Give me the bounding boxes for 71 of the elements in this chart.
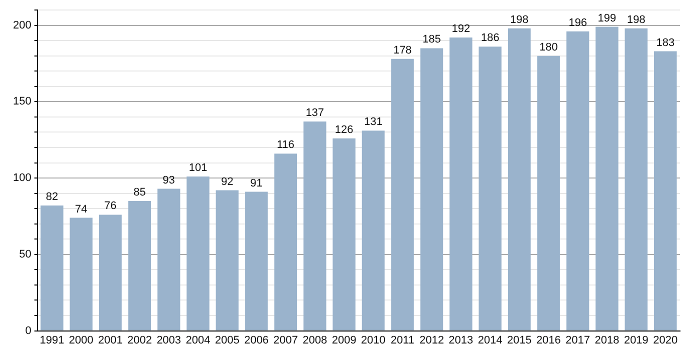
y-tick-label: 50 xyxy=(19,248,32,260)
data-label: 178 xyxy=(393,44,412,56)
bar xyxy=(566,31,590,330)
x-tick-label: 2006 xyxy=(244,334,269,346)
x-tick-label: 2017 xyxy=(566,334,590,346)
x-tick-label: 2014 xyxy=(478,334,502,346)
x-tick-label: 2019 xyxy=(624,334,648,346)
bar xyxy=(478,46,502,330)
bar xyxy=(216,190,239,330)
x-tick-label: 2018 xyxy=(594,334,620,346)
x-tick-label: 2013 xyxy=(448,334,474,346)
x-tick-label: 2007 xyxy=(273,334,298,346)
x-tick-label: 2011 xyxy=(390,334,414,346)
x-tick-label: 2015 xyxy=(507,334,532,346)
x-tick-label: 2003 xyxy=(156,334,182,346)
y-tick-label: 0 xyxy=(25,324,32,337)
x-tick-label: 2010 xyxy=(361,334,386,346)
data-label: 185 xyxy=(422,34,441,46)
data-label: 116 xyxy=(276,139,294,152)
data-label: 74 xyxy=(75,203,88,216)
bar xyxy=(98,214,122,330)
y-tick-label: 150 xyxy=(12,96,32,108)
bar xyxy=(654,51,677,330)
bar xyxy=(70,218,93,330)
bar xyxy=(128,200,151,330)
x-tick-label: 2004 xyxy=(186,334,210,346)
bar xyxy=(332,138,356,330)
x-tick-label: 2012 xyxy=(419,334,444,346)
x-tick-label: 2008 xyxy=(302,334,328,346)
data-label: 199 xyxy=(598,12,616,24)
bar xyxy=(274,154,298,330)
data-label: 180 xyxy=(539,41,558,54)
bar xyxy=(157,188,180,330)
data-label: 198 xyxy=(627,14,646,26)
bar xyxy=(508,28,531,330)
bar xyxy=(362,130,385,330)
x-tick-label: 2020 xyxy=(653,334,678,346)
x-tick-label: 2016 xyxy=(536,334,561,346)
x-tick-label: 2001 xyxy=(98,334,123,346)
data-label: 196 xyxy=(568,16,587,29)
data-label: 186 xyxy=(480,32,500,44)
bar xyxy=(303,122,326,330)
data-label: 198 xyxy=(510,14,529,26)
bar xyxy=(624,28,648,330)
x-tick-label: 2000 xyxy=(68,334,94,346)
bar xyxy=(420,48,444,330)
bar xyxy=(245,192,268,330)
x-tick-label: 1991 xyxy=(40,334,64,346)
data-label: 93 xyxy=(162,174,175,186)
x-tick-label: 2005 xyxy=(214,334,240,346)
data-label: 131 xyxy=(364,116,382,128)
data-label: 92 xyxy=(221,176,234,188)
y-tick-label: 200 xyxy=(12,19,32,32)
bar xyxy=(596,26,618,330)
data-label: 101 xyxy=(188,162,208,174)
data-label: 76 xyxy=(104,200,117,212)
bar xyxy=(537,56,560,330)
data-label: 126 xyxy=(334,124,354,136)
bar xyxy=(391,58,414,330)
data-label: 85 xyxy=(133,186,146,198)
bar xyxy=(40,206,64,330)
y-tick-label: 100 xyxy=(12,172,32,184)
data-label: 82 xyxy=(46,191,58,204)
bar xyxy=(450,37,472,330)
data-label: 183 xyxy=(656,36,675,49)
data-label: 192 xyxy=(452,23,470,36)
data-label: 91 xyxy=(250,177,263,190)
bar xyxy=(186,176,210,330)
data-label: 137 xyxy=(306,107,324,120)
x-tick-label: 2002 xyxy=(127,334,152,346)
x-tick-label: 2009 xyxy=(332,334,356,346)
